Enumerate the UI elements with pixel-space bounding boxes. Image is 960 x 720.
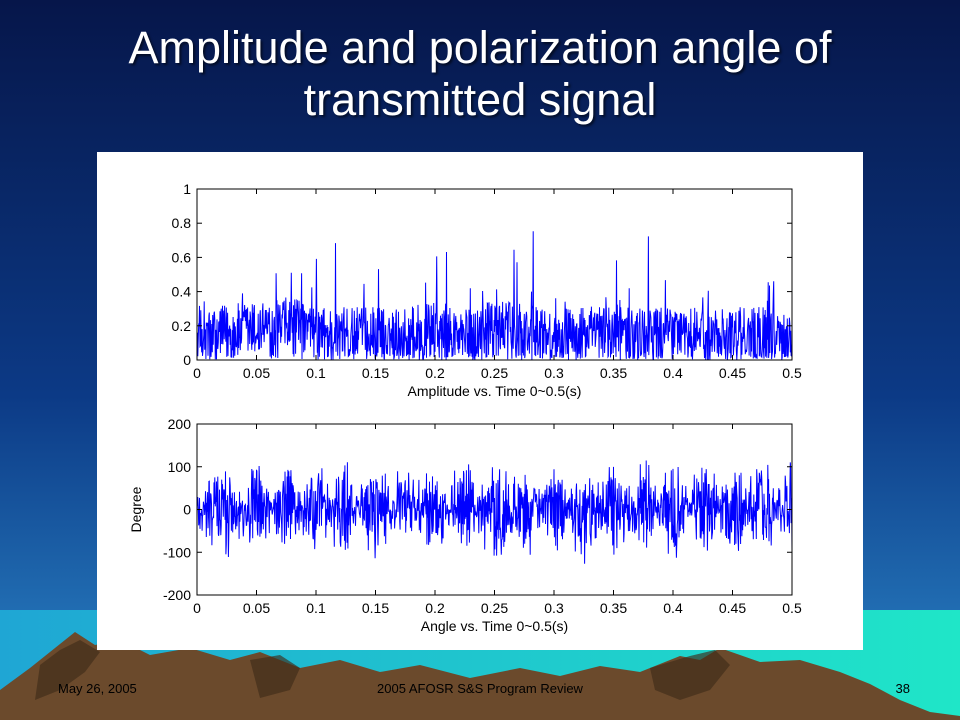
- series-line: [196, 460, 793, 564]
- x-tick-label: 0.05: [243, 600, 270, 616]
- y-tick-label: 200: [168, 416, 192, 432]
- footer-center: 2005 AFOSR S&S Program Review: [377, 681, 583, 696]
- y-axis-label: Degree: [128, 486, 144, 532]
- plot-frame: [196, 188, 793, 361]
- x-tick-label: 0.5: [782, 600, 802, 616]
- x-tick-label: 0.4: [663, 600, 683, 616]
- series-line: [196, 231, 793, 361]
- charts-svg: 0 0.05 0.1 0.15 0.2 0.25 0.3 0.35 0.4 0.45 0.5 0 0.2…: [128, 181, 802, 634]
- y-tick-label: 0.4: [172, 284, 192, 300]
- y-tick-label: 1: [183, 181, 191, 197]
- x-tick-label: 0.45: [719, 600, 746, 616]
- x-tick-label: 0.3: [544, 365, 564, 381]
- x-tick-label: 0.25: [481, 365, 508, 381]
- x-tick-label: 0.05: [243, 365, 270, 381]
- x-axis-label: Amplitude vs. Time 0~0.5(s): [408, 383, 582, 399]
- x-tick-label: 0.45: [719, 365, 746, 381]
- y-tick-label: 0: [183, 502, 191, 518]
- x-tick-label: 0.2: [425, 600, 445, 616]
- x-axis-label: Angle vs. Time 0~0.5(s): [421, 618, 568, 634]
- y-tick-label: 0.6: [172, 249, 192, 265]
- y-tick-label: 0: [183, 352, 191, 368]
- x-tick-label: 0.15: [362, 365, 389, 381]
- y-tick-label: 0.8: [172, 215, 192, 231]
- figure-panel: 0 0.05 0.1 0.15 0.2 0.25 0.3 0.35 0.4 0.45 0.5 0 0.2…: [97, 152, 863, 650]
- x-tick-label: 0: [193, 600, 201, 616]
- x-tick-label: 0.15: [362, 600, 389, 616]
- angle-chart: 0 0.05 0.1 0.15 0.2 0.25 0.3 0.35 0.4 0.45 0.5 -200…: [128, 416, 802, 634]
- y-tick-label: 0.2: [172, 318, 192, 334]
- x-tick-label: 0.5: [782, 365, 802, 381]
- x-tick-label: 0.35: [600, 600, 627, 616]
- y-tick-label: -100: [163, 544, 191, 560]
- slide-title-line1: Amplitude and polarization angle of: [128, 22, 832, 73]
- footer-date: May 26, 2005: [58, 681, 137, 696]
- footer-page-number: 38: [895, 681, 910, 696]
- mountain-range: [0, 632, 960, 720]
- slide-title: Amplitude and polarization angle of tran…: [0, 22, 960, 126]
- x-tick-label: 0.4: [663, 365, 683, 381]
- x-tick-label: 0: [193, 365, 201, 381]
- y-tick-label: -200: [163, 587, 191, 603]
- x-tick-label: 0.1: [306, 600, 326, 616]
- y-tick-label: 100: [168, 459, 192, 475]
- x-tick-label: 0.3: [544, 600, 564, 616]
- x-tick-label: 0.25: [481, 600, 508, 616]
- slide-title-line2: transmitted signal: [303, 74, 657, 125]
- x-tick-label: 0.1: [306, 365, 326, 381]
- x-tick-label: 0.2: [425, 365, 445, 381]
- amplitude-chart: 0 0.05 0.1 0.15 0.2 0.25 0.3 0.35 0.4 0.45 0.5 0 0.2…: [172, 181, 802, 399]
- x-tick-label: 0.35: [600, 365, 627, 381]
